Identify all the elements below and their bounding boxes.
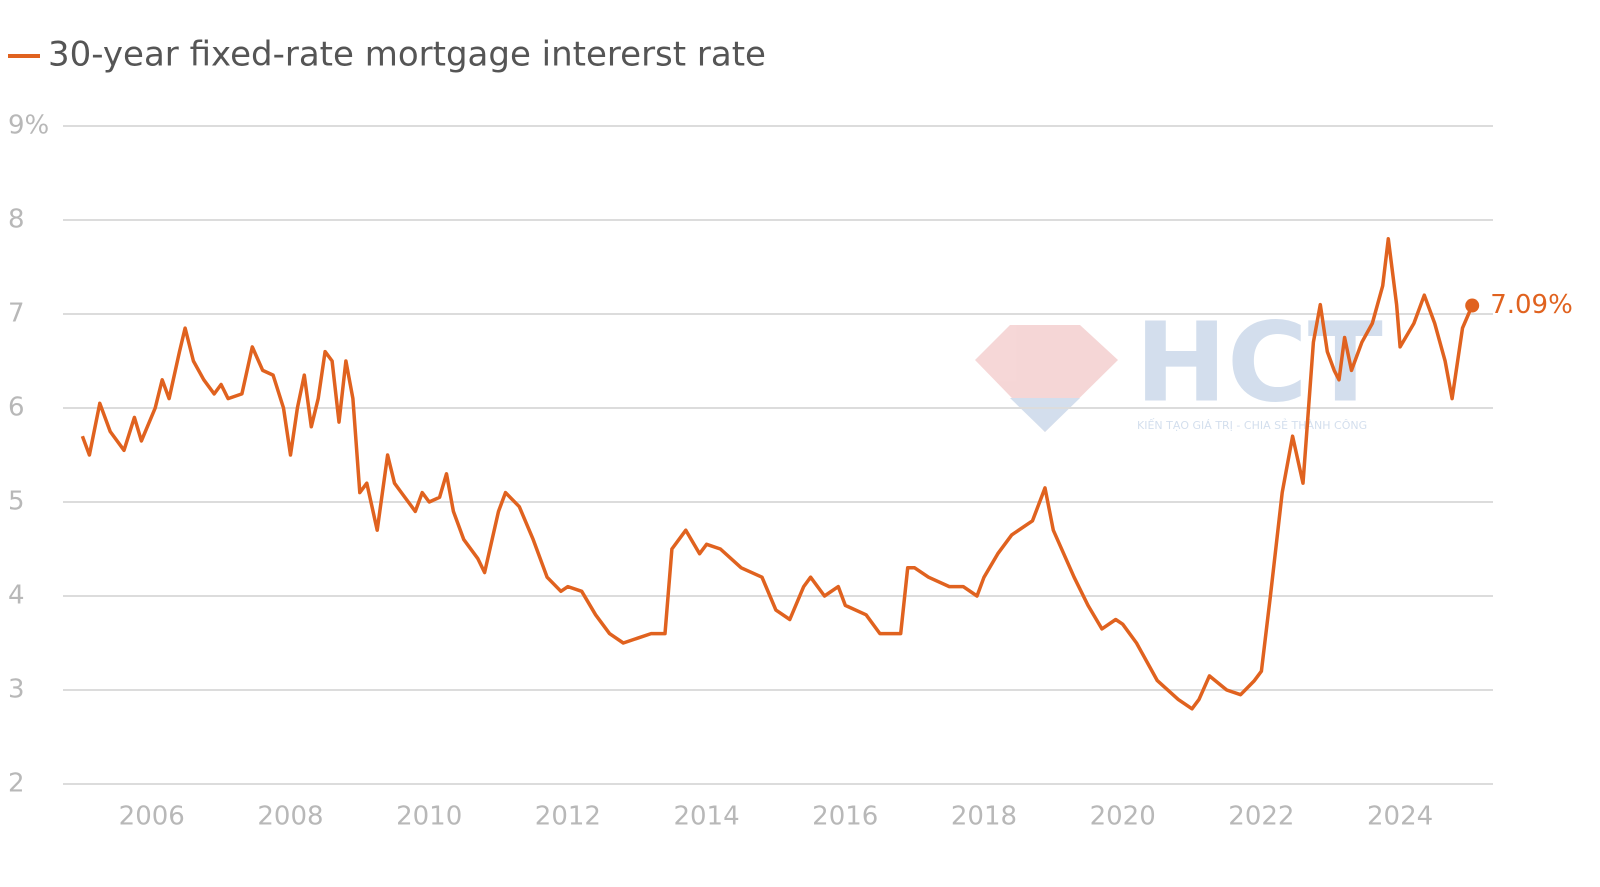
end-point [1465, 298, 1480, 313]
watermark-logo [975, 325, 1118, 432]
y-tick-label: 2 [8, 769, 25, 799]
x-tick-label: 2016 [812, 802, 878, 832]
y-tick-label: 7 [8, 299, 25, 329]
y-tick-label: 3 [8, 675, 25, 705]
end-label: 7.09% [1490, 290, 1573, 320]
x-tick-label: 2018 [951, 802, 1017, 832]
y-tick-label: 6 [8, 393, 25, 423]
x-tick-label: 2020 [1090, 802, 1156, 832]
x-tick-label: 2006 [119, 802, 185, 832]
y-tick-label: 4 [8, 581, 25, 611]
x-tick-label: 2014 [673, 802, 739, 832]
x-tick-label: 2008 [257, 802, 323, 832]
y-tick-label: 9% [8, 111, 49, 141]
watermark-logo [1010, 398, 1080, 432]
y-tick-label: 8 [8, 205, 25, 235]
x-tick-label: 2012 [535, 802, 601, 832]
x-tick-label: 2024 [1367, 802, 1433, 832]
line [80, 237, 1474, 711]
watermark-tagline: KIẾN TẠO GIÁ TRỊ - CHIA SẺ THÀNH CÔNG [1137, 418, 1367, 432]
x-tick-label: 2010 [396, 802, 462, 832]
x-tick-label: 2022 [1228, 802, 1294, 832]
chart-title: 30-year fixed-rate mortgage intererst ra… [48, 35, 766, 75]
y-tick-label: 5 [8, 487, 25, 517]
